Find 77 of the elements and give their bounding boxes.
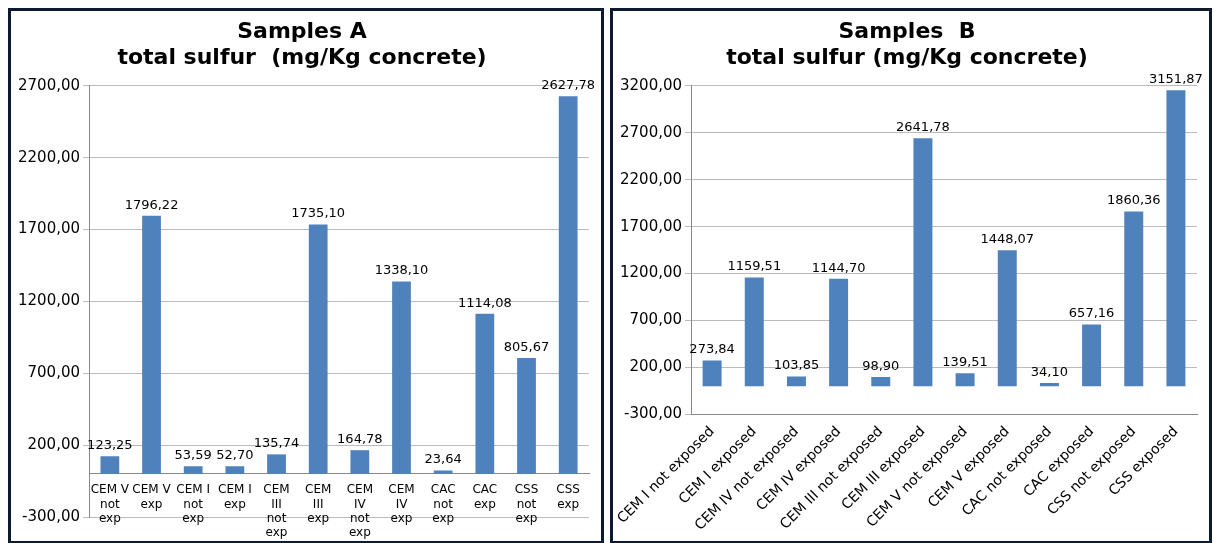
data-label: 1159,51 bbox=[727, 258, 782, 274]
bar bbox=[433, 470, 453, 474]
y-tick-label: 2700,00 bbox=[620, 122, 683, 141]
data-label: 123,25 bbox=[87, 437, 133, 453]
bar bbox=[829, 278, 849, 387]
x-tick-label: CSS exp bbox=[556, 482, 580, 511]
data-label: 657,16 bbox=[1068, 305, 1115, 321]
data-label: 52,70 bbox=[216, 447, 254, 463]
x-tick-label: CEM V not exp bbox=[90, 482, 130, 526]
data-label: 273,84 bbox=[689, 341, 735, 357]
bar bbox=[871, 376, 891, 387]
bar bbox=[913, 138, 933, 387]
y-tick-label: -300,00 bbox=[624, 404, 683, 423]
bar bbox=[955, 373, 975, 387]
data-label: 23,64 bbox=[424, 451, 462, 467]
bar bbox=[267, 454, 286, 474]
bar bbox=[786, 376, 806, 387]
data-label: 2627,78 bbox=[541, 77, 596, 93]
data-label: 1448,07 bbox=[980, 231, 1035, 247]
data-label: 135,74 bbox=[253, 435, 300, 451]
data-label: 164,78 bbox=[337, 431, 383, 447]
y-tick-label: 700,00 bbox=[27, 363, 81, 382]
x-tick-label: CEM IV not exp bbox=[346, 482, 374, 540]
data-label: 1114,08 bbox=[457, 294, 512, 310]
y-tick-label: 200,00 bbox=[27, 435, 81, 454]
x-tick-label: CEM V exp bbox=[132, 482, 172, 511]
data-label: 1144,70 bbox=[811, 259, 866, 275]
y-tick-label: 1200,00 bbox=[18, 291, 81, 310]
x-tick-label: CEM I exp bbox=[218, 482, 252, 511]
bar bbox=[517, 358, 536, 474]
y-tick-label: 1200,00 bbox=[620, 263, 683, 282]
bar bbox=[392, 281, 411, 474]
bar bbox=[350, 450, 370, 474]
bar bbox=[142, 215, 161, 474]
data-label: 34,10 bbox=[1030, 363, 1069, 379]
x-tick-label: CAC exp bbox=[472, 482, 498, 511]
y-tick-label: 3200,00 bbox=[620, 75, 683, 94]
y-tick-label: 700,00 bbox=[629, 310, 683, 329]
chart-title: Samples A total sulfur (mg/Kg concrete) bbox=[117, 17, 487, 70]
data-label: 3151,87 bbox=[1149, 71, 1203, 87]
bar bbox=[997, 250, 1017, 387]
y-tick-label: 2200,00 bbox=[620, 169, 683, 188]
y-tick-label: 1700,00 bbox=[18, 219, 81, 238]
data-label: 98,90 bbox=[862, 357, 900, 373]
data-label: 2641,78 bbox=[896, 119, 950, 135]
data-label: 1860,36 bbox=[1106, 192, 1161, 208]
x-tick-label: CEM IV exp bbox=[388, 482, 415, 526]
y-tick-label: 1700,00 bbox=[620, 216, 683, 235]
x-tick-label: CEM I not exp bbox=[176, 482, 211, 526]
data-label: 1796,22 bbox=[124, 196, 179, 212]
bar bbox=[1082, 324, 1102, 387]
x-tick-label: CEM III not exp bbox=[263, 482, 290, 540]
y-tick-label: 200,00 bbox=[629, 357, 683, 376]
data-label: 103,85 bbox=[773, 357, 820, 373]
data-label: 1735,10 bbox=[291, 205, 346, 221]
bar bbox=[225, 466, 245, 474]
bar bbox=[100, 456, 120, 474]
bar bbox=[308, 224, 328, 474]
bar bbox=[1124, 211, 1144, 387]
bar bbox=[558, 96, 578, 474]
bar bbox=[702, 360, 722, 387]
y-tick-label: -300,00 bbox=[22, 506, 81, 525]
data-label: 805,67 bbox=[503, 338, 550, 354]
bar bbox=[1039, 383, 1059, 387]
chart-title: Samples B total sulfur (mg/Kg concrete) bbox=[726, 17, 1088, 70]
bar bbox=[183, 466, 203, 474]
x-tick-label: CAC not exp bbox=[430, 482, 456, 526]
bar bbox=[475, 313, 495, 474]
data-label: 1338,10 bbox=[374, 262, 429, 278]
data-label: 139,51 bbox=[942, 354, 988, 370]
data-label: 53,59 bbox=[174, 447, 212, 463]
bar bbox=[1166, 90, 1186, 387]
x-tick-label: CSS not exp bbox=[514, 482, 539, 526]
y-tick-label: 2700,00 bbox=[18, 75, 81, 94]
bar bbox=[744, 277, 764, 387]
y-tick-label: 2200,00 bbox=[18, 147, 81, 166]
x-tick-label: CEM III exp bbox=[305, 482, 332, 526]
